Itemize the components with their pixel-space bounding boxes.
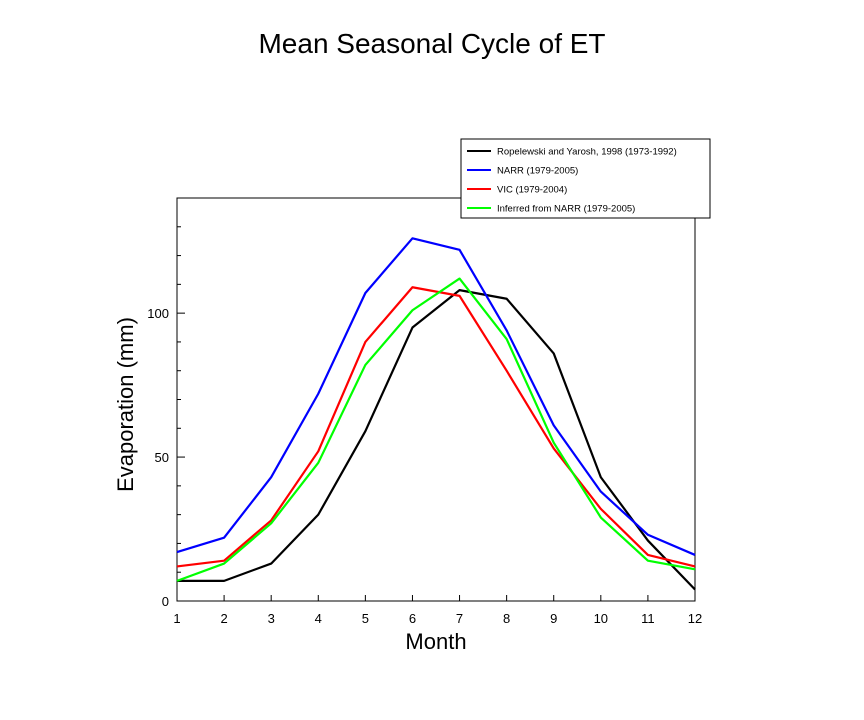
x-tick-label: 2 [220, 611, 227, 626]
x-axis-title: Month [405, 629, 466, 654]
x-tick-label: 5 [362, 611, 369, 626]
y-tick-label: 100 [147, 306, 169, 321]
legend-label: VIC (1979-2004) [497, 185, 567, 196]
series-line [176, 286, 696, 568]
legend-label: NARR (1979-2005) [497, 166, 578, 177]
x-tick-label: 12 [688, 611, 702, 626]
y-tick-label: 50 [155, 450, 169, 465]
series-line [176, 277, 696, 582]
legend-label: Ropelewski and Yarosh, 1998 (1973-1992) [497, 147, 677, 158]
x-tick-label: 7 [456, 611, 463, 626]
x-tick-label: 3 [268, 611, 275, 626]
series-line [177, 289, 696, 591]
legend: Ropelewski and Yarosh, 1998 (1973-1992) N… [460, 138, 711, 219]
chart-title: Mean Seasonal Cycle of ET [258, 28, 606, 59]
legend-box [460, 138, 711, 219]
y-axis-title: Evaporation (mm) [113, 317, 138, 492]
x-tick-label: 8 [503, 611, 510, 626]
series-lines [176, 237, 696, 591]
x-tick-label: 6 [409, 611, 416, 626]
x-tick-label: 9 [550, 611, 557, 626]
plot-frame [176, 197, 696, 602]
x-tick-label: 4 [315, 611, 322, 626]
series-line [176, 237, 696, 556]
x-tick-label: 1 [173, 611, 180, 626]
x-tick-label: 11 [641, 611, 655, 626]
y-tick-label: 0 [162, 594, 169, 609]
x-tick-label: 10 [594, 611, 608, 626]
legend-label: Inferred from NARR (1979-2005) [497, 204, 635, 215]
